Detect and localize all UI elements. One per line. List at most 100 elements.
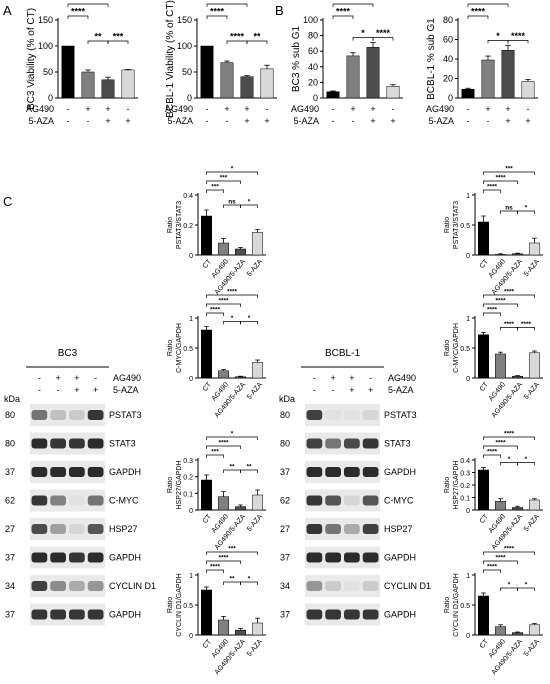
blot-band [31, 552, 48, 563]
y-axis-label: BCBL-1 % sub G1 [426, 18, 437, 100]
protein-label: PSTAT3 [384, 410, 417, 420]
y-tick-label: 20 [443, 74, 453, 84]
y-tick-label: 0 [187, 93, 192, 103]
y-tick-label: 0 [189, 253, 193, 260]
significance-bracket [206, 312, 224, 316]
y-tick-label: 0 [48, 93, 53, 103]
bar [511, 507, 524, 511]
blot-band [325, 410, 341, 420]
bar [217, 370, 230, 379]
kda-value: 62 [280, 496, 290, 506]
y-axis-label-2: CYCLIN D1/GAPDH [176, 573, 183, 636]
y-tick-label: 40 [308, 62, 318, 72]
western-blot-bcbl1: BCBL-1 - + + - - - + + AG490 5-AZA kDa 80 PSTAT3 80 STA… [279, 348, 431, 626]
blot-band [344, 495, 360, 506]
significance-label: * [248, 199, 251, 206]
y-tick-label: 0.4 [183, 193, 193, 200]
y-axis-label: Ratio [167, 217, 174, 233]
significance-label: **** [495, 298, 506, 305]
blot-band [50, 552, 66, 563]
blot-band [306, 495, 323, 506]
y-tick-label: 100 [303, 15, 318, 25]
significance-label: * [248, 576, 251, 583]
y-tick-label: 1 [466, 316, 470, 323]
bar [200, 589, 213, 636]
significance-bracket [206, 189, 224, 193]
blot-strip [305, 518, 380, 540]
kda-value: 37 [280, 467, 290, 477]
treatment-sign: - [487, 116, 490, 126]
significance-label: *** [228, 546, 236, 553]
treatment-sign: + [105, 104, 110, 114]
significance-bracket [483, 445, 518, 449]
bar [477, 221, 490, 256]
treatment-sign: + [224, 104, 229, 114]
significance-label: ** [246, 464, 252, 471]
bar [240, 76, 254, 99]
bar [501, 49, 515, 99]
bar [234, 376, 247, 379]
blot-band [69, 495, 85, 506]
treatment-sign: + [125, 116, 130, 126]
significance-label: **** [471, 7, 486, 17]
blot-strip [305, 461, 380, 483]
significance-bracket [483, 312, 501, 316]
blot-band [50, 467, 66, 477]
blot-strip [30, 461, 105, 483]
blot-band [306, 581, 323, 591]
bar [217, 619, 230, 636]
treatment-sign: - [313, 373, 316, 383]
blot-band [87, 410, 104, 420]
bar [528, 624, 541, 636]
y-tick-label: 0 [448, 93, 453, 103]
significance-bracket [483, 551, 535, 555]
cell-line-label: BCBL-1 [325, 348, 360, 359]
bar [494, 501, 507, 511]
significance-label: ns [228, 199, 236, 206]
blot-band [87, 552, 104, 563]
bar [528, 499, 541, 511]
significance-bracket [483, 560, 518, 564]
blot-strip [30, 404, 105, 426]
x-tick-label: CT [202, 381, 214, 393]
protein-label: C-MYC [384, 496, 414, 506]
blot-band [325, 495, 341, 506]
y-tick-label: 80 [443, 15, 453, 25]
blot-band [344, 609, 360, 620]
significance-label: **** [376, 28, 391, 38]
treatment-sign: + [264, 116, 269, 126]
y-axis-label: Ratio [444, 597, 451, 613]
bar [494, 626, 507, 636]
chart-c4: 0 0.5 1 Ratio C-MYC/GAPDH **** **** **** **** ***… [444, 289, 543, 419]
kda-value: 80 [5, 439, 15, 449]
blot-band [87, 495, 104, 506]
significance-label: **** [210, 7, 225, 17]
blot-band [325, 438, 341, 449]
treatment-sign: + [85, 104, 90, 114]
kda-value: 37 [5, 467, 15, 477]
y-axis-label-2: PSTAT3/STAT3 [176, 201, 183, 249]
blot-band [69, 552, 85, 563]
x-tick-label: CT [479, 513, 491, 525]
significance-bracket [332, 15, 354, 19]
treatment-sign: - [313, 385, 316, 395]
y-tick-label: 0 [189, 633, 193, 640]
significance-label: ** [94, 32, 102, 42]
blot-band [31, 609, 48, 620]
bar [528, 352, 541, 379]
blot-strip [305, 489, 380, 512]
significance-label: **** [504, 431, 515, 438]
blot-band [362, 552, 379, 563]
blot-band [362, 581, 379, 591]
significance-label: * [525, 582, 528, 589]
kda-value: 80 [280, 439, 290, 449]
protein-label: CYCLIN D1 [109, 581, 156, 591]
significance-bracket [240, 581, 258, 585]
treatment-sign: - [67, 116, 70, 126]
significance-label: ** [229, 464, 235, 471]
treatment-sign: - [57, 385, 60, 395]
y-tick-label: 80 [308, 31, 318, 41]
